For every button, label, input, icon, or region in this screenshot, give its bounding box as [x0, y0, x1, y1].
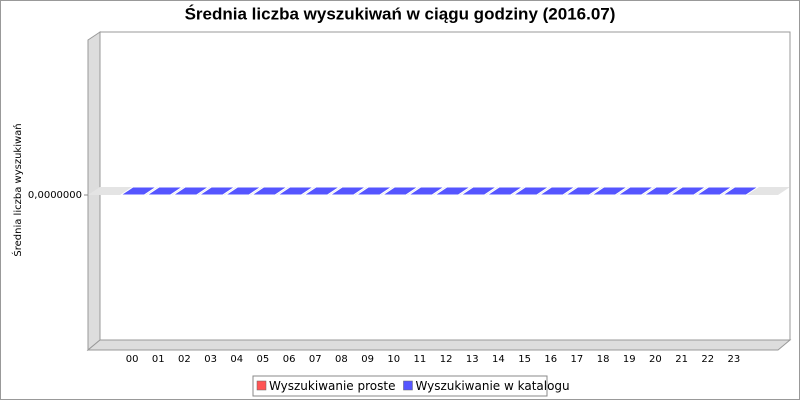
bar [459, 186, 498, 196]
bar-top [328, 186, 368, 196]
bar [511, 186, 551, 196]
bar [250, 186, 289, 196]
bar [538, 186, 577, 196]
bar-top [590, 186, 629, 196]
bar-top [642, 186, 682, 196]
bar-top [119, 186, 158, 196]
x-tick-label: 04 [230, 354, 243, 365]
x-tick-label: 06 [283, 354, 296, 365]
x-tick-label: 08 [335, 354, 348, 365]
y-axis-label: Średnia liczba wyszukiwań [11, 123, 24, 256]
legend-label: Wyszukiwanie proste [269, 379, 395, 393]
x-tick-label: 05 [257, 354, 270, 365]
bar [171, 186, 211, 196]
legend-box [252, 375, 548, 397]
bar [302, 186, 341, 196]
bar [668, 186, 708, 196]
bar [197, 186, 237, 196]
chart-title: Średnia liczba wyszukiwań w ciągu godzin… [185, 4, 616, 23]
bar-top [564, 186, 603, 196]
bar-top [354, 186, 394, 196]
bar [145, 186, 184, 196]
x-tick-label: 18 [597, 354, 610, 365]
x-tick-label: 20 [649, 354, 662, 365]
bar-top [721, 186, 760, 196]
x-tick-label: 23 [728, 354, 741, 365]
x-tick-label: 15 [518, 354, 531, 365]
bar-top [485, 186, 525, 196]
x-tick-label: 01 [152, 354, 165, 365]
x-tick-label: 11 [414, 354, 427, 365]
bar-top [197, 186, 237, 196]
bar-top [250, 186, 289, 196]
bar-top [695, 186, 734, 196]
bar [642, 186, 682, 196]
bar [433, 186, 472, 196]
x-tick-label: 07 [309, 354, 322, 365]
legend-swatch [403, 380, 413, 391]
bar [276, 186, 315, 196]
x-tick-label: 03 [204, 354, 217, 365]
bar [381, 186, 420, 196]
bar-top [538, 186, 577, 196]
bar [564, 186, 603, 196]
back-wall [99, 31, 791, 341]
legend-label: Wyszukiwanie w katalogu [415, 379, 569, 393]
legend: Wyszukiwanie proste Wyszukiwanie w katalo… [252, 375, 570, 397]
bar-top [407, 186, 446, 196]
bar-top [276, 186, 315, 196]
legend-swatch [256, 380, 267, 391]
bar-top [511, 186, 551, 196]
floor [86, 339, 792, 351]
x-tick-label: 13 [466, 354, 479, 365]
x-tick-label: 09 [361, 354, 374, 365]
bar [695, 186, 734, 196]
bar [407, 186, 446, 196]
bar [485, 186, 525, 196]
bar [590, 186, 629, 196]
bar-top [459, 186, 498, 196]
bar [616, 186, 655, 196]
bar [119, 186, 158, 196]
x-tick-label: 16 [544, 354, 557, 365]
bar-top [381, 186, 420, 196]
bar [328, 186, 368, 196]
x-tick-label: 19 [623, 354, 636, 365]
bar [721, 186, 760, 196]
x-tick-label: 12 [440, 354, 453, 365]
bar-top [302, 186, 341, 196]
bar-top [224, 186, 263, 196]
x-tick-label: 22 [701, 354, 714, 365]
x-tick-label: 14 [492, 354, 505, 365]
x-tick-label: 10 [387, 354, 400, 365]
bar [354, 186, 394, 196]
bar [224, 186, 263, 196]
bar-top [145, 186, 184, 196]
x-tick-label: 21 [675, 354, 688, 365]
x-tick-label: 17 [571, 354, 584, 365]
bar-top [171, 186, 211, 196]
x-tick-label: 02 [178, 354, 191, 365]
bar-top [433, 186, 472, 196]
x-tick-label: 00 [126, 354, 139, 365]
bar-top [668, 186, 708, 196]
bar-top [616, 186, 655, 196]
y-tick-label: 0,0000000 [28, 190, 82, 201]
